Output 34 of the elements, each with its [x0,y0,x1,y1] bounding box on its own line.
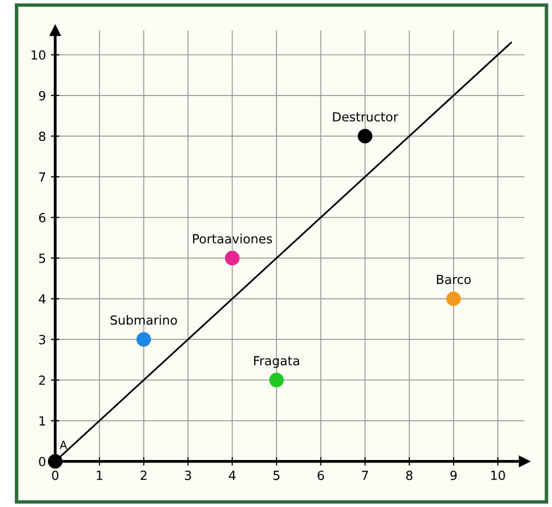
x-tick-label: 9 [450,470,457,480]
series-label: Destructor [333,112,398,122]
series-label: A [60,440,68,449]
y-tick-label: 9 [39,90,46,100]
y-tick-label: 3 [39,334,46,344]
x-tick-label: 4 [228,470,236,480]
point [358,128,372,144]
point [446,291,461,306]
series-label: Submarino [110,315,177,325]
y-tick-label: 7 [39,172,46,182]
point [269,372,284,388]
x-tick-label: 3 [184,470,191,480]
series-label: Fragata [254,356,300,368]
y-tick-label: 6 [39,212,46,222]
y-tick-label: 1 [40,416,46,426]
y-tick-label: 8 [39,132,46,142]
point [136,332,152,347]
y-tick-label: 4 [38,294,46,304]
x-tick-label: 5 [274,470,280,480]
y-tick-label: 10 [32,50,46,60]
point [224,250,240,266]
x-tick-label: 7 [362,470,368,480]
x-tick-label: 0 [52,470,58,480]
series-label: Portaaviones [193,234,272,244]
x-tick-label: 8 [406,470,412,480]
x-tick-label: 2 [140,470,146,480]
x-tick-label: 1 [96,470,102,480]
point [48,454,62,469]
y-tick-label: 5 [39,254,46,264]
x-tick-label: 10 [491,470,505,480]
series-label: Barco [436,274,471,284]
y-tick-label: 0 [39,456,46,466]
x-tick-label: 6 [318,470,324,480]
y-tick-label: 2 [39,376,45,385]
